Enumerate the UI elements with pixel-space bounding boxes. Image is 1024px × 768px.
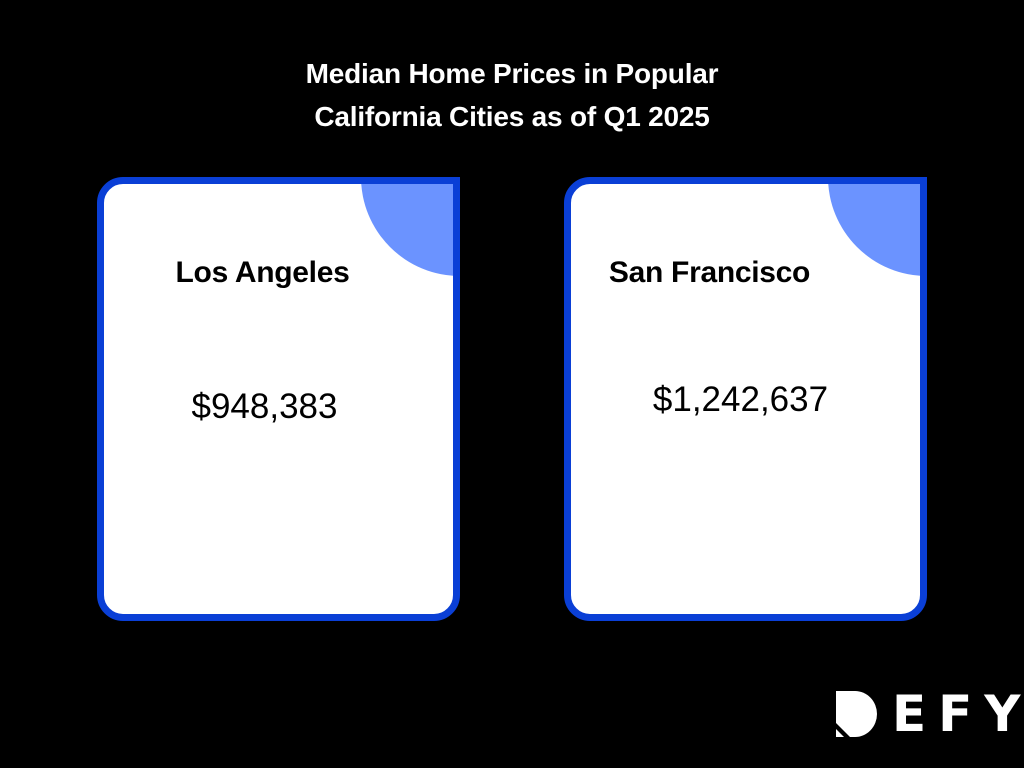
city-name: Los Angeles [175,256,350,289]
defy-d-mark-icon [836,691,877,737]
city-card-san-francisco: San Francisco $1,242,637 [564,177,927,621]
median-price: $1,242,637 [652,380,829,419]
city-card-los-angeles: Los Angeles $948,383 [97,177,460,621]
city-name: San Francisco [608,256,811,289]
median-price: $948,383 [191,387,338,426]
title-line-2: California Cities as of Q1 2025 [314,101,710,132]
title-line-1: Median Home Prices in Popular [305,58,719,89]
page-title: Median Home Prices in Popular California… [0,52,1024,138]
defy-logo: EFY [836,685,1024,743]
logo-text: EFY [892,685,1024,743]
